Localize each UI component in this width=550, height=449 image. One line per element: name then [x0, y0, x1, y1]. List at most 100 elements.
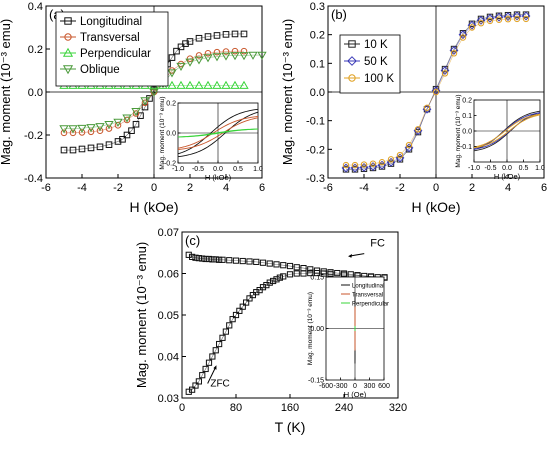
data-point — [521, 11, 531, 21]
legend-box — [339, 34, 401, 94]
data-point — [140, 97, 150, 106]
y-tick-label: -0.4 — [24, 173, 43, 185]
data-point — [396, 151, 404, 159]
data-point — [226, 322, 233, 329]
data-point — [440, 66, 450, 75]
data-point — [246, 295, 253, 302]
series-line — [188, 272, 385, 393]
data-point — [59, 125, 69, 134]
data-point — [195, 34, 203, 42]
legend-marker — [62, 65, 74, 75]
data-point — [186, 38, 194, 45]
inset-loop — [177, 128, 259, 138]
inset-y-tick-label: -0.1 — [460, 144, 472, 151]
data-point — [248, 51, 258, 60]
data-point — [320, 270, 327, 277]
data-point — [239, 52, 249, 61]
series-100-k — [342, 15, 530, 169]
data-point — [239, 80, 249, 89]
inset-y-tick-label: 0.0 — [166, 131, 176, 138]
x-tick-label: 6 — [541, 182, 547, 194]
data-point — [246, 258, 253, 265]
data-point — [293, 270, 300, 277]
data-point — [77, 124, 87, 133]
inset: -1.0 -0.5 0.0 0.5 1.0 -0.2 0.0 0.2 H (kOe) Mag. m… — [159, 96, 263, 182]
data-point — [273, 261, 280, 268]
data-point — [495, 16, 503, 23]
data-point — [240, 47, 248, 55]
data-point — [194, 56, 204, 65]
inset-x-tick-label: -600 — [319, 383, 333, 390]
data-point — [450, 50, 458, 57]
data-point — [203, 80, 213, 89]
data-point — [307, 266, 314, 273]
data-point — [232, 311, 240, 319]
y-tick-label: 0.05 — [158, 310, 179, 322]
data-point — [512, 11, 522, 21]
legend: Longitudinal Transversal Perpendicular Obli… — [55, 11, 169, 87]
panel-c: 0 80 160 240 320 0.03 0.04 0.05 0.06 0.07 T (K) Mag… — [134, 227, 407, 435]
data-point — [212, 347, 219, 354]
legend: 10 K 50 K 100 K — [339, 34, 401, 94]
y-axis-label: Mag. moment (10⁻³ emu) — [280, 19, 295, 165]
data-point — [259, 284, 267, 291]
panel-label: (b) — [331, 7, 347, 22]
x-tick-label: 240 — [335, 402, 353, 414]
data-point — [176, 80, 186, 89]
y-tick-label: 0.3 — [310, 1, 325, 13]
series-zfc — [185, 269, 388, 395]
legend-label: Transversal — [80, 32, 140, 44]
data-point — [128, 127, 135, 135]
data-point — [503, 12, 513, 22]
inset-loop — [177, 108, 259, 155]
data-point — [189, 386, 196, 393]
data-point — [212, 53, 222, 62]
data-point — [87, 128, 95, 136]
inset-y-tick-label: 0.1 — [462, 113, 472, 120]
x-tick-label: -2 — [113, 182, 123, 194]
data-point — [257, 51, 267, 60]
data-point — [230, 80, 240, 89]
data-point — [313, 269, 321, 277]
data-point — [105, 141, 113, 148]
data-point — [177, 60, 185, 68]
inset-y-tick-label: 0.15 — [310, 275, 324, 282]
data-point — [199, 372, 206, 379]
y-tick-label: 0.0 — [28, 87, 43, 99]
data-point — [199, 255, 206, 262]
data-point — [280, 273, 287, 280]
inset-x-tick-label: 0.5 — [519, 165, 529, 172]
data-point — [486, 17, 494, 25]
inset-legend-label: Longitudinal — [352, 284, 384, 290]
data-point — [222, 328, 229, 335]
data-point — [229, 316, 236, 323]
x-tick-label: 0 — [151, 182, 157, 194]
x-tick-label: 4 — [223, 182, 229, 194]
inset-legend: Longitudinal Transversal Perpendicular — [341, 284, 389, 308]
x-tick-label: 0 — [433, 182, 439, 194]
x-tick-label: 320 — [389, 402, 407, 414]
inset-y-axis-label: Mag. moment (10⁻³ emu) — [307, 292, 314, 365]
data-point — [146, 95, 153, 102]
data-point — [204, 33, 212, 40]
data-point — [216, 340, 223, 348]
data-point — [132, 120, 140, 128]
data-point — [226, 257, 233, 264]
data-point — [351, 161, 359, 169]
zfc-annotation: ZFC — [210, 378, 229, 389]
inset-x-tick-label: -0.5 — [484, 165, 496, 172]
data-point — [205, 359, 213, 366]
data-point — [230, 52, 240, 61]
inset-x-tick-label: 0 — [353, 383, 357, 390]
data-point — [378, 159, 386, 166]
y-tick-label: -0.2 — [306, 144, 325, 156]
legend-marker — [64, 33, 72, 41]
fc-annotation: FC — [370, 238, 385, 250]
inset: -1.0 -0.5 0.0 0.5 1.0 -0.1 0.0 0.1 0.2 H (kOe) Mag… — [455, 94, 545, 181]
inset-y-tick-label: -0.2 — [164, 161, 176, 168]
x-tick-label: 4 — [505, 182, 511, 194]
data-point — [203, 54, 213, 63]
data-point — [477, 20, 485, 27]
y-axis-label: Mag. moment (10⁻³ emu) — [134, 242, 149, 388]
